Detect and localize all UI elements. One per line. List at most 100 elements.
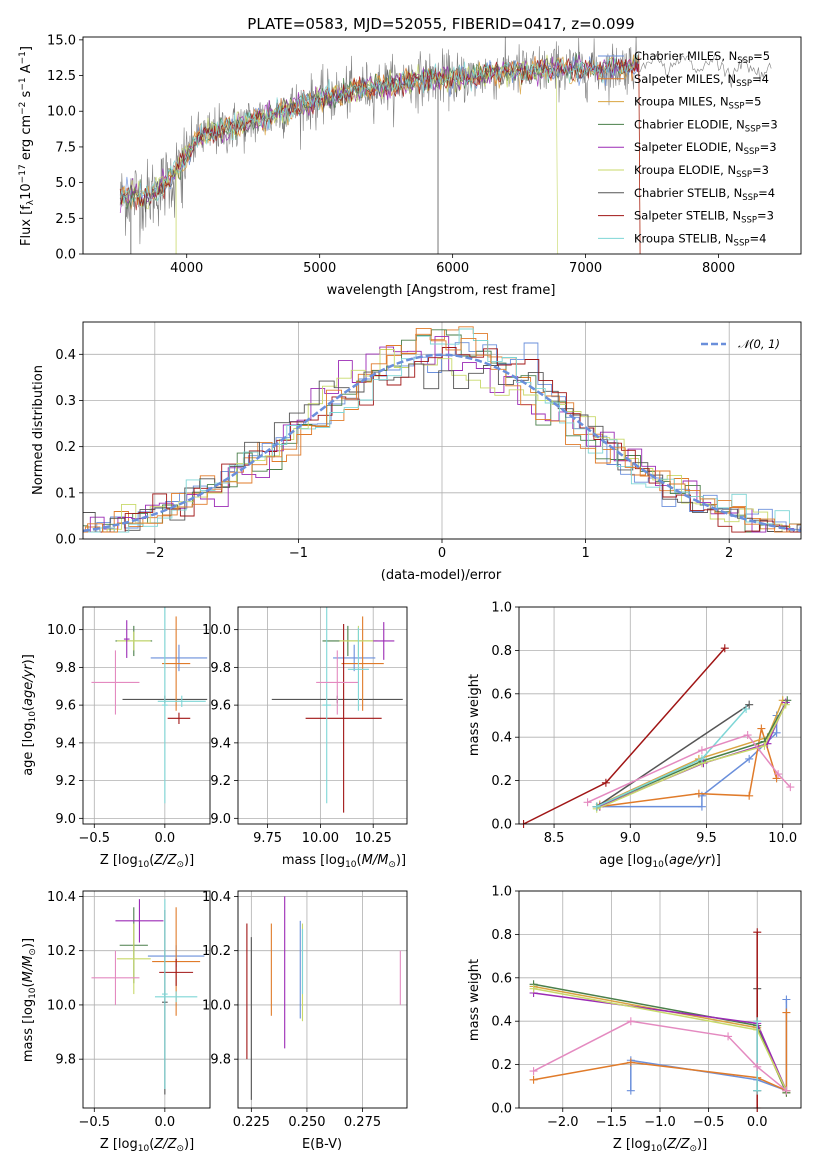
spectrum-ytick-label: 15.0 xyxy=(47,33,76,48)
residual-ticks: −2 −1 0 1 2 0.0 0.1 0.2 0.3 0.4 xyxy=(55,348,733,561)
ageZ-xlabel: Z [log10(Z/Z⊙)] xyxy=(100,853,194,870)
wAge-point-marker xyxy=(720,644,729,653)
wAge-point-marker xyxy=(583,798,592,807)
wAge-point-marker xyxy=(745,791,754,800)
wZ-point-marker xyxy=(626,1017,635,1026)
mass-vs-ebv-panel: 0.225 0.250 0.275 9.8 10.0 10.2 10.4 xyxy=(202,890,408,1130)
wZ-xtick-label: −1.5 xyxy=(596,1115,628,1130)
ageM-ytick-label: 10.0 xyxy=(202,623,231,638)
mZ-data xyxy=(91,899,205,1095)
mE-data xyxy=(246,896,401,1100)
residual-ytick-label: 0.0 xyxy=(55,533,76,548)
mZ-ytick-label: 10.4 xyxy=(47,890,76,905)
wAge-point-marker xyxy=(774,770,783,779)
ageZ-grid-layer xyxy=(83,607,210,824)
mE-xlabel: E(B-V) xyxy=(302,1137,342,1152)
wAge-series-line xyxy=(596,704,787,810)
residual-ytick-label: 0.1 xyxy=(55,486,76,501)
wAge-point-marker xyxy=(743,731,752,740)
wZ-ytick-label: 0.8 xyxy=(491,928,512,943)
wZ-xlabel: Z [log10(Z/Z⊙)] xyxy=(613,1137,707,1154)
spectrum-ylabel: Flux [fλ10−17 erg cm−2 s−1 A−1] xyxy=(18,46,36,246)
ageM-xtick-label: 10.25 xyxy=(355,831,392,846)
wAge-point-marker xyxy=(786,783,795,792)
spectrum-ticks: 4000 5000 6000 7000 8000 0.0 2.5 5.0 7.5 10.0 12.5… xyxy=(47,33,735,276)
wZ-point-marker xyxy=(782,1086,791,1095)
wAge-point-marker xyxy=(601,778,610,787)
spectrum-legend-label: Chabrier MILES, NSSP=5 xyxy=(634,49,770,66)
spectrum-xtick-label: 6000 xyxy=(436,261,469,276)
wZ-xtick-label: −0.5 xyxy=(693,1115,725,1130)
wZ-point-marker xyxy=(782,1008,791,1017)
wZ-point-marker xyxy=(782,995,791,1004)
mZ-xtick-label: −0.5 xyxy=(78,1115,110,1130)
residual-ytick-label: 0.4 xyxy=(55,348,76,363)
spectrum-legend-label: Kroupa MILES, NSSP=5 xyxy=(634,95,761,112)
ageZ-frame xyxy=(82,606,211,825)
wAge-point-marker xyxy=(757,724,766,733)
ageM-xtick-label: 10.00 xyxy=(302,831,339,846)
mE-xtick-label: 0.275 xyxy=(344,1115,381,1130)
wZ-ytick-label: 0.0 xyxy=(491,1102,512,1117)
ageZ-tick-layer: −0.5 0.0 9.0 9.2 9.4 9.6 9.8 10.0 xyxy=(47,623,175,846)
mE-xtick-label: 0.225 xyxy=(233,1115,270,1130)
spectrum-model-line xyxy=(119,54,640,211)
wAge-point-marker xyxy=(742,704,751,713)
wZ-frame xyxy=(518,890,802,1109)
wZ-point-marker xyxy=(753,1062,762,1071)
wZ-ytick-label: 0.2 xyxy=(491,1058,512,1073)
wZ-point-marker xyxy=(753,1086,762,1095)
wZ-xtick-label: −1.0 xyxy=(644,1115,676,1130)
residual-xlabel: (data-model)/error xyxy=(381,568,502,583)
mE-frame xyxy=(237,890,408,1109)
wZ-point-marker xyxy=(626,1086,635,1095)
spectrum-legend-label: Kroupa ELODIE, NSSP=3 xyxy=(634,163,769,180)
residual-ytick-label: 0.2 xyxy=(55,440,76,455)
wAge-data xyxy=(519,644,795,828)
wAge-series-line xyxy=(599,700,784,806)
spectrum-ytick-label: 7.5 xyxy=(55,140,76,155)
wAge-ytick-label: 0.0 xyxy=(491,818,512,833)
wAge-point-marker xyxy=(783,696,792,705)
residual-ylabel: Normed distribution xyxy=(31,365,46,495)
wZ-point-marker xyxy=(753,1017,762,1026)
spectrum-xtick-label: 4000 xyxy=(170,261,203,276)
wAge-ylabel: mass weight xyxy=(467,674,482,756)
mZ-xlabel: Z [log10(Z/Z⊙)] xyxy=(100,1137,194,1154)
weight-vs-age-panel: 8.5 9.0 9.5 10.0 0.0 0.2 0.4 0.6 0.8 1.0 xyxy=(491,601,802,846)
spectrum-title: PLATE=0583, MJD=52055, FIBERID=0417, z=0… xyxy=(247,15,634,33)
wAge-point-marker xyxy=(760,741,769,750)
spectrum-xtick-label: 8000 xyxy=(702,261,735,276)
ageM-ytick-label: 9.8 xyxy=(210,661,231,676)
residual-legend-label: 𝒩(0, 1) xyxy=(738,337,780,351)
mE-xtick-label: 0.250 xyxy=(288,1115,325,1130)
ageM-xtick-label: 9.75 xyxy=(253,831,282,846)
spectrum-ytick-label: 0.0 xyxy=(55,248,76,263)
age-vs-metallicity-panel: −0.5 0.0 9.0 9.2 9.4 9.6 9.8 10.0 xyxy=(47,606,211,846)
wAge-series-line xyxy=(596,699,788,808)
residual-histogram-line xyxy=(83,363,801,533)
wAge-point-marker xyxy=(697,754,706,763)
spectrum-legend-label: Chabrier ELODIE, NSSP=3 xyxy=(634,117,778,134)
ageZ-ytick-label: 9.4 xyxy=(55,736,76,751)
mE-ytick-label: 10.2 xyxy=(202,944,231,959)
ageZ-ylabel: age [log10(age/yr)] xyxy=(21,654,38,776)
ageZ-data xyxy=(91,607,208,804)
wAge-point-marker xyxy=(697,802,706,811)
ageM-ytick-label: 9.4 xyxy=(210,736,231,751)
wAge-point-marker xyxy=(592,802,601,811)
ageZ-ytick-label: 9.0 xyxy=(55,812,76,827)
mE-ytick-label: 10.4 xyxy=(202,890,231,905)
residual-ytick-label: 0.3 xyxy=(55,394,76,409)
ageM-ytick-label: 9.6 xyxy=(210,699,231,714)
mZ-xtick-label: 0.0 xyxy=(155,1115,176,1130)
ageZ-xtick-label: 0.0 xyxy=(155,831,176,846)
spectrum-xtick-label: 5000 xyxy=(303,261,336,276)
spectrum-ytick-label: 5.0 xyxy=(55,176,76,191)
mZ-ytick-label: 10.0 xyxy=(47,998,76,1013)
mE-ytick-label: 10.0 xyxy=(202,998,231,1013)
spectrum-legend-label: Kroupa STELIB, NSSP=4 xyxy=(634,231,766,248)
spectrum-ytick-label: 10.0 xyxy=(47,105,76,120)
mZ-ytick-label: 9.8 xyxy=(55,1053,76,1068)
